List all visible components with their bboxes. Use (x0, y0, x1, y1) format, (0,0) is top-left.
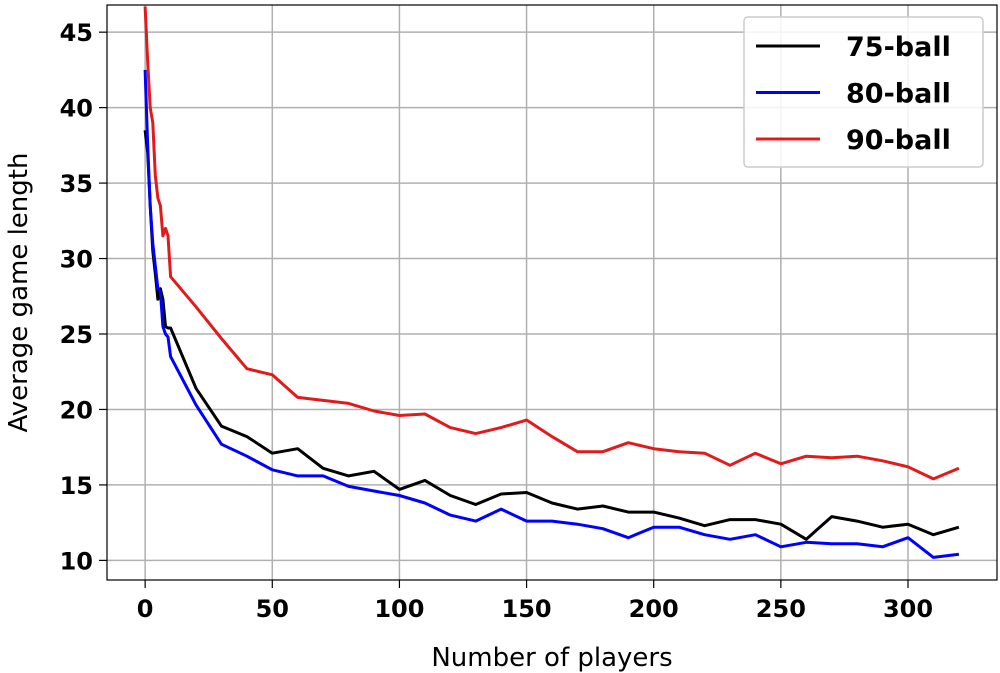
y-tick-label: 35 (60, 170, 93, 198)
legend-box (743, 16, 984, 168)
x-axis-label: Number of players (431, 643, 672, 673)
x-tick-label: 50 (256, 595, 289, 623)
y-axis-ticks: 10 15 20 25 30 35 40 45 (60, 19, 107, 575)
y-tick-label: 40 (60, 95, 93, 123)
legend-label: 80-ball (846, 79, 951, 110)
x-tick-label: 100 (374, 595, 424, 623)
x-tick-label: 300 (883, 595, 933, 623)
legend: 75-ball 80-ball 90-ball (743, 16, 984, 168)
series-lines (143, 6, 960, 559)
y-tick-label: 10 (60, 547, 93, 575)
legend-label: 90-ball (846, 125, 951, 156)
x-tick-label: 150 (502, 595, 552, 623)
y-tick-label: 20 (60, 396, 93, 424)
plot-frame (106, 4, 998, 581)
x-axis-ticks: 0 50 100 150 200 250 300 (137, 580, 933, 623)
y-tick-label: 30 (60, 246, 93, 274)
legend-label: 75-ball (846, 32, 951, 63)
y-tick-label: 25 (60, 321, 93, 349)
series-line-90-ball (143, 6, 960, 481)
series-line-80-ball (143, 69, 960, 559)
x-tick-label: 200 (629, 595, 679, 623)
x-tick-label: 250 (756, 595, 806, 623)
series-line-75-ball (143, 130, 960, 541)
y-tick-label: 15 (60, 472, 93, 500)
y-tick-label: 45 (60, 19, 93, 47)
y-axis-label: Average game length (4, 153, 34, 433)
x-tick-label: 0 (137, 595, 154, 623)
